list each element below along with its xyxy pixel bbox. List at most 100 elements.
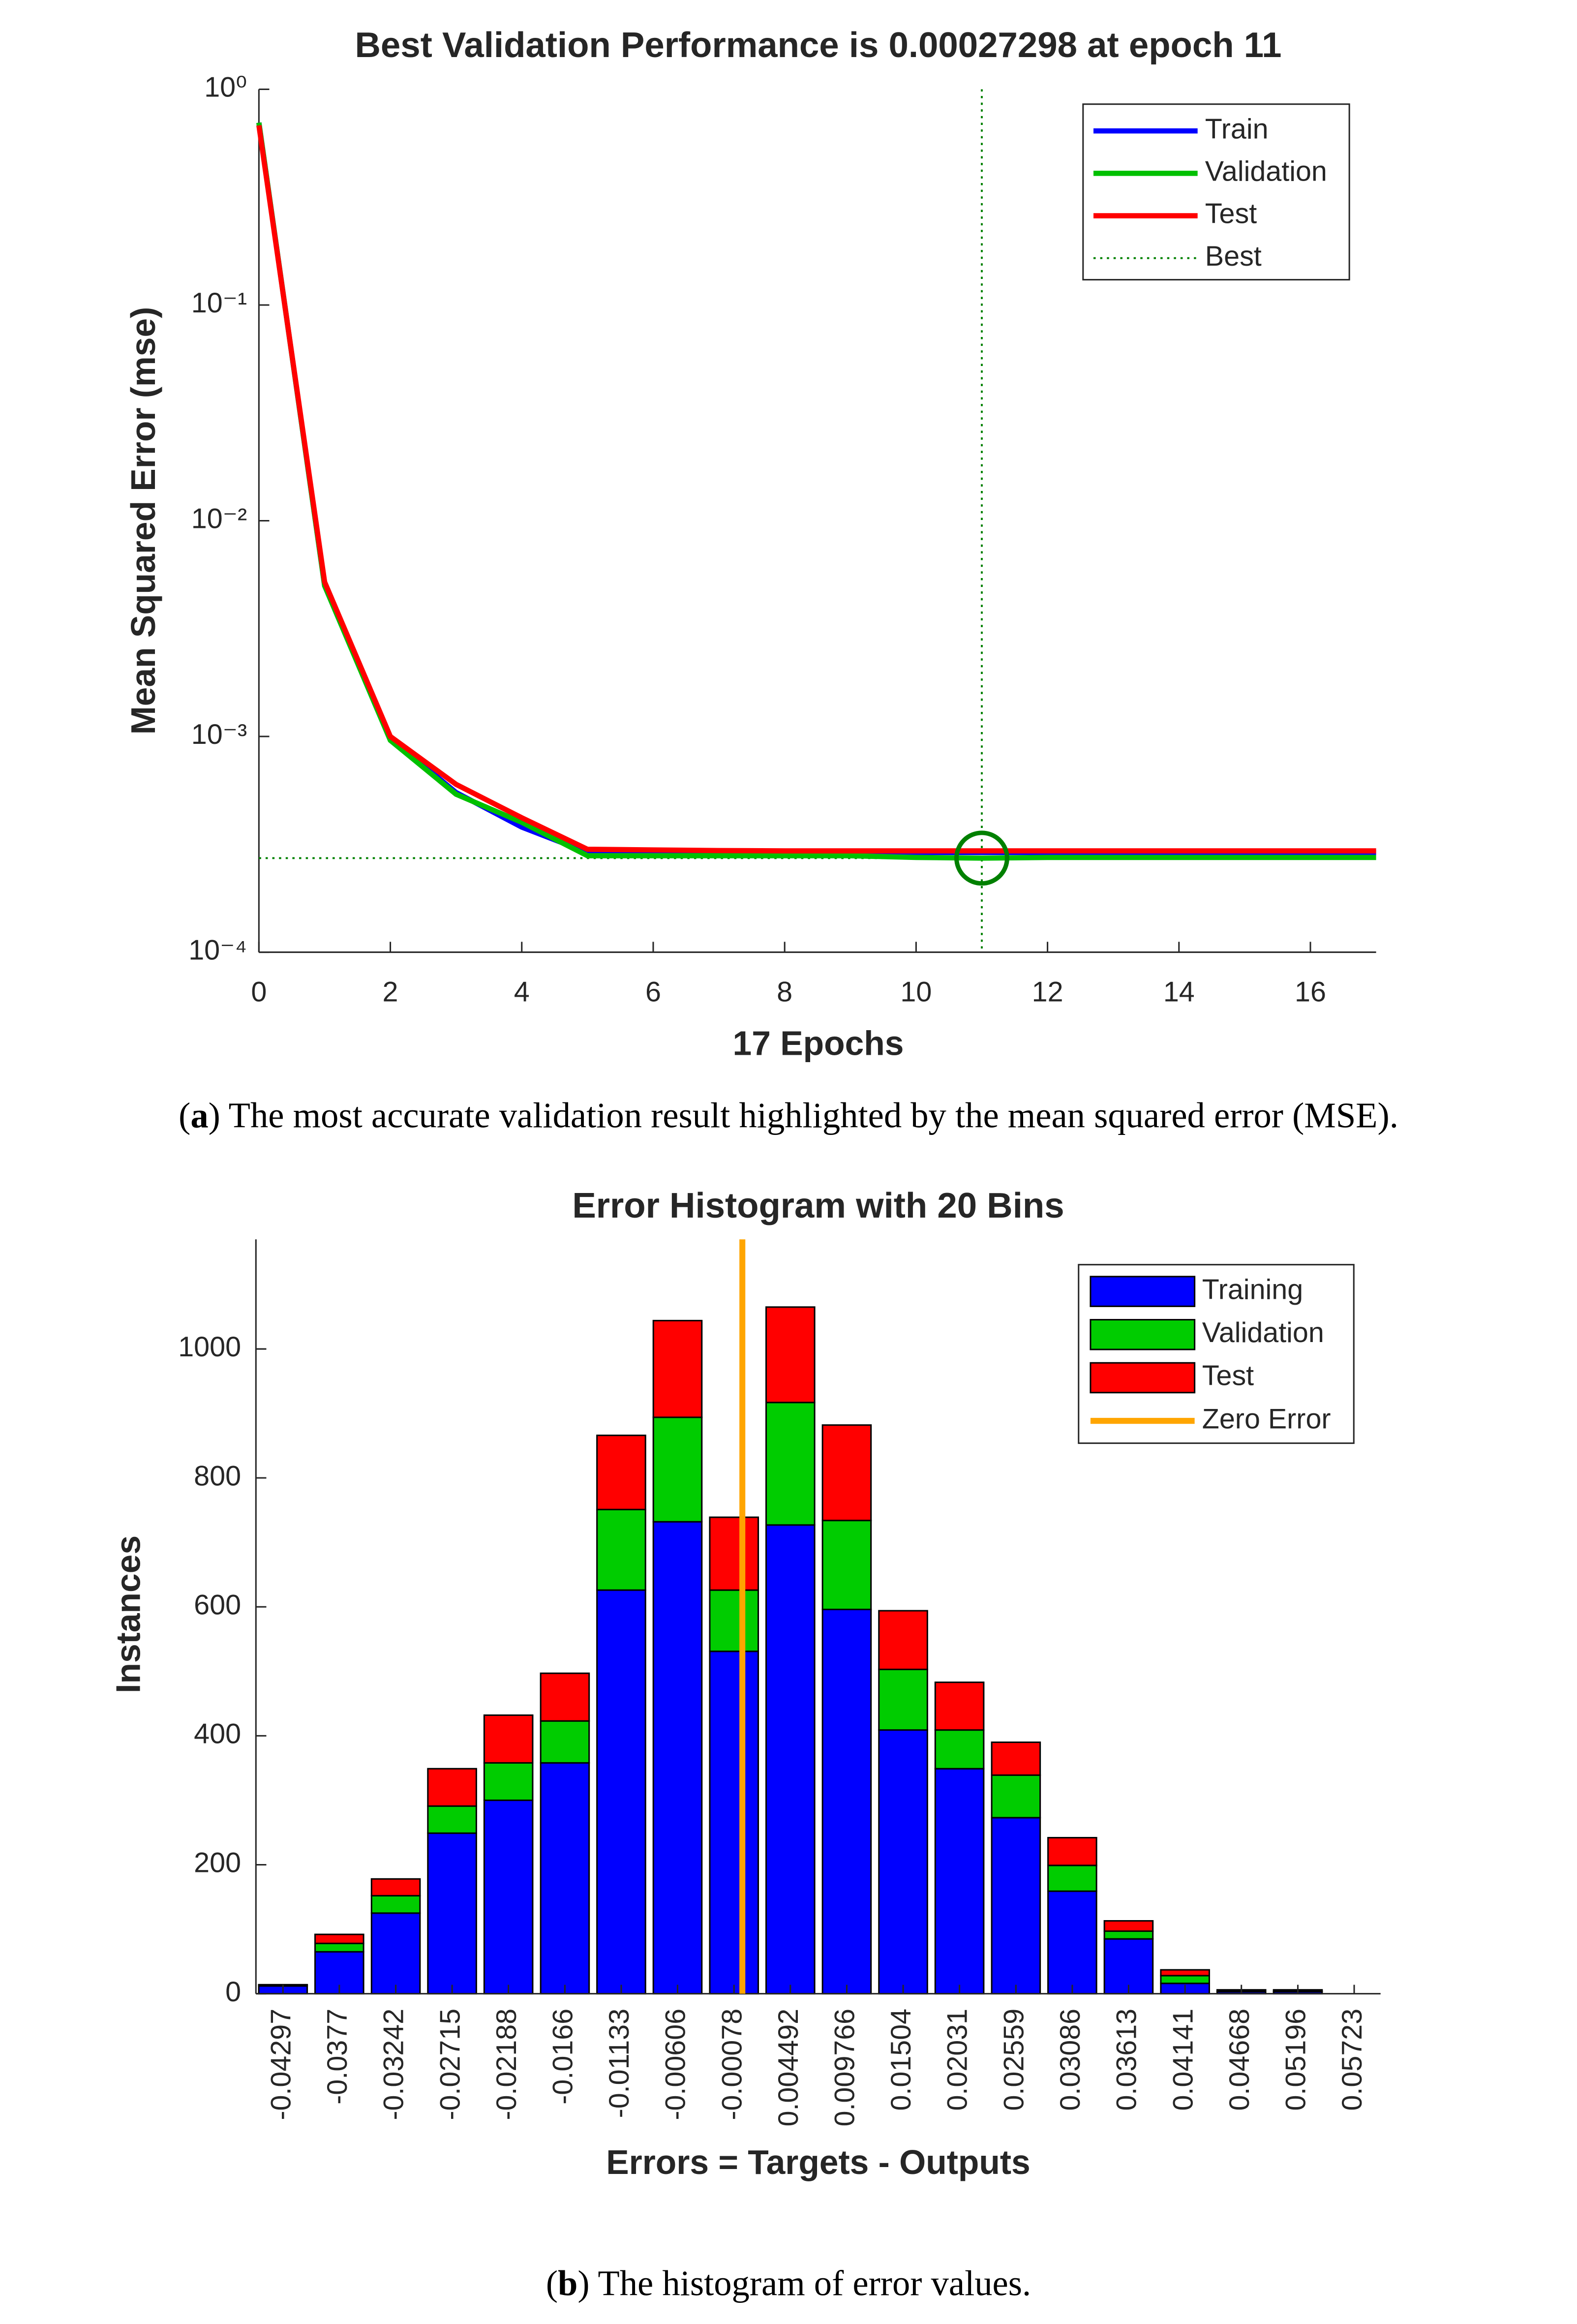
- x-tick-label: -0.02188: [491, 2009, 522, 2120]
- bar-segment: [596, 1435, 646, 1510]
- bar-segment: [1103, 1920, 1154, 1932]
- x-tick-label: 8: [777, 976, 792, 1008]
- bar-segment: [483, 1714, 534, 1764]
- bar-segment: [540, 1672, 590, 1722]
- bar-segment: [596, 1589, 646, 1995]
- bar-segment: [314, 1933, 364, 1944]
- legend-label: Training: [1202, 1274, 1303, 1305]
- bar-segment: [483, 1799, 534, 1995]
- bar-segment: [765, 1402, 816, 1526]
- x-tick-label: 0: [251, 976, 267, 1008]
- caption-part: b: [558, 2263, 577, 2303]
- x-tick-label: 16: [1295, 976, 1326, 1008]
- series-line: [256, 125, 1376, 854]
- bar-segment: [596, 1508, 646, 1591]
- legend-label: Validation: [1205, 156, 1327, 187]
- y-tick-label: 10⁻¹: [191, 287, 247, 319]
- x-tick-label: 10: [900, 976, 932, 1008]
- x-tick-label: 0.05723: [1336, 2009, 1368, 2111]
- x-tick-label: 2: [383, 976, 398, 1008]
- caption: (b) The histogram of error values.: [546, 2263, 1031, 2303]
- caption-part: a: [190, 1095, 208, 1135]
- x-tick-label: 0.04141: [1167, 2009, 1199, 2111]
- bar-segment: [709, 1651, 759, 1995]
- y-tick-label: 10⁰: [204, 72, 247, 103]
- legend-swatch: [1090, 1276, 1196, 1307]
- bar-segment: [934, 1682, 985, 1731]
- legend-label: Validation: [1202, 1317, 1324, 1348]
- bar-segment: [878, 1668, 928, 1731]
- bar-segment: [652, 1416, 703, 1523]
- bar-segment: [934, 1768, 985, 1995]
- bar-segment: [540, 1762, 590, 1995]
- best-marker: [954, 830, 1009, 886]
- bar-segment: [1047, 1890, 1097, 1995]
- bar-segment: [821, 1424, 872, 1522]
- bar-segment: [765, 1306, 816, 1404]
- bar-segment: [370, 1912, 421, 1995]
- bar-segment: [878, 1610, 928, 1670]
- x-tick-label: 0.01504: [885, 2009, 917, 2111]
- y-tick-label: 600: [194, 1589, 241, 1621]
- y-tick-label: 10⁻²: [191, 503, 247, 535]
- x-axis-label: Errors = Targets - Outputs: [606, 2143, 1030, 2181]
- bar-segment: [427, 1768, 477, 1807]
- y-tick-label: 800: [194, 1460, 241, 1492]
- x-tick-label: -0.04297: [265, 2009, 297, 2120]
- caption-part: ) The histogram of error values.: [577, 2263, 1031, 2303]
- y-tick-label: 1000: [178, 1331, 241, 1363]
- bar-segment: [991, 1774, 1041, 1819]
- legend-label: Test: [1202, 1360, 1254, 1392]
- series-line: [256, 122, 1376, 861]
- x-tick-label: 14: [1163, 976, 1195, 1008]
- y-axis-label: Mean Squared Error (mse): [124, 307, 162, 735]
- bar-segment: [1160, 1969, 1210, 1977]
- bar-segment: [540, 1720, 590, 1764]
- bar-segment: [483, 1762, 534, 1801]
- x-tick-label: 0.009766: [829, 2009, 861, 2127]
- legend-label: Best: [1205, 241, 1262, 272]
- caption-part: (: [179, 1095, 190, 1135]
- x-tick-label: 0.03613: [1111, 2009, 1143, 2111]
- legend-label: Zero Error: [1202, 1403, 1331, 1435]
- bar-segment: [652, 1319, 703, 1418]
- legend-label: Train: [1205, 113, 1269, 145]
- bar-segment: [1047, 1836, 1097, 1866]
- legend-swatch: [1090, 1319, 1196, 1350]
- x-tick-label: 4: [514, 976, 530, 1008]
- x-tick-label: 0.02031: [942, 2009, 973, 2111]
- bar-segment: [427, 1805, 477, 1834]
- bar-segment: [1103, 1930, 1154, 1940]
- x-tick-label: 0.02559: [999, 2009, 1030, 2111]
- bar-segment: [1047, 1865, 1097, 1892]
- bar-segment: [878, 1729, 928, 1995]
- caption-part: (: [546, 2263, 558, 2303]
- bar-segment: [821, 1609, 872, 1995]
- x-tick-label: 0.03086: [1055, 2009, 1086, 2111]
- x-tick-label: -0.01133: [604, 2009, 635, 2118]
- x-tick-label: -0.02715: [434, 2009, 466, 2120]
- caption: (a) The most accurate validation result …: [179, 1095, 1398, 1135]
- x-tick-label: 0.04668: [1224, 2009, 1255, 2111]
- y-tick-label: 10⁻⁴: [188, 935, 247, 966]
- x-tick-label: 0.004492: [773, 2009, 804, 2127]
- legend-swatch: [1090, 1362, 1196, 1394]
- y-tick-label: 0: [225, 1976, 241, 2008]
- caption-part: ) The most accurate validation result hi…: [209, 1095, 1398, 1135]
- bar-segment: [652, 1521, 703, 1995]
- bar-segment: [427, 1832, 477, 1995]
- x-tick-label: -0.03242: [378, 2009, 410, 2120]
- x-tick-label: -0.00606: [660, 2009, 692, 2120]
- x-tick-label: -0.0377: [322, 2009, 353, 2105]
- bar-segment: [765, 1524, 816, 1995]
- x-tick-label: 12: [1032, 976, 1063, 1008]
- x-tick-label: 0.05196: [1280, 2009, 1312, 2111]
- x-tick-label: -0.0166: [547, 2009, 579, 2105]
- legend-label: Test: [1205, 198, 1257, 230]
- bar-segment: [314, 1942, 364, 1953]
- bar-segment: [709, 1589, 759, 1652]
- bar-segment: [991, 1741, 1041, 1776]
- y-tick-label: 10⁻³: [191, 719, 247, 750]
- x-tick-label: 6: [645, 976, 661, 1008]
- y-tick-label: 200: [194, 1847, 241, 1879]
